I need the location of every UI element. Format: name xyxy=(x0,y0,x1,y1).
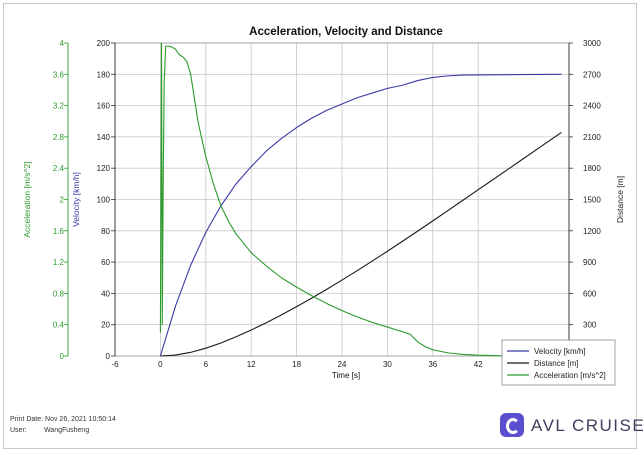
legend-entry: Acceleration [m/s^2] xyxy=(534,371,606,380)
print-info: Print Date: Nov 26, 2021 10:50:14 User: … xyxy=(10,414,116,436)
dist-tick-label: 1800 xyxy=(583,164,601,173)
dist-tick-label: 3000 xyxy=(583,39,601,48)
legend-entry: Distance [m] xyxy=(534,359,578,368)
dist-tick-label: 2700 xyxy=(583,70,601,79)
x-tick-label: 30 xyxy=(383,360,392,369)
chart-title: Acceleration, Velocity and Distance xyxy=(249,26,443,38)
vel-tick-label: 40 xyxy=(101,289,110,298)
print-date-label: Print Date: xyxy=(10,416,44,423)
x-tick-label: 42 xyxy=(474,360,483,369)
acc-tick-label: 0 xyxy=(60,352,65,361)
dist-tick-label: 1500 xyxy=(583,196,601,205)
acc-tick-label: 1.2 xyxy=(53,258,65,267)
user-label: User: xyxy=(10,427,27,434)
acc-tick-label: 2 xyxy=(60,196,65,205)
acc-tick-label: 3.6 xyxy=(53,70,65,79)
brand-name: AVL CRUISE xyxy=(531,416,644,435)
acc-tick-label: 2.8 xyxy=(53,133,65,142)
x-tick-label: -6 xyxy=(111,360,119,369)
chart: Acceleration, Velocity and Distance -6 0 6… xyxy=(22,26,625,386)
acc-series-line xyxy=(159,42,509,357)
legend-entry: Velocity [km/h] xyxy=(534,347,586,356)
x-tick-label: 0 xyxy=(158,360,163,369)
series-lines xyxy=(159,42,562,357)
vel-tick-label: 160 xyxy=(97,102,111,111)
vel-tick-label: 20 xyxy=(101,321,110,330)
x-tick-label: 18 xyxy=(292,360,301,369)
acc-tick-label: 3.2 xyxy=(53,102,65,111)
dist-tick-label: 2100 xyxy=(583,133,601,142)
vel-axis-title: Velocity [km/h] xyxy=(71,172,81,227)
acc-tick-label: 0.8 xyxy=(53,289,65,298)
dist-tick-label: 1200 xyxy=(583,227,601,236)
vel-tick-label: 180 xyxy=(97,70,111,79)
vel-tick-label: 80 xyxy=(101,227,110,236)
vel-tick-label: 140 xyxy=(97,133,111,142)
x-tick-label: 36 xyxy=(428,360,437,369)
acc-tick-label: 2.4 xyxy=(53,164,65,173)
grid xyxy=(114,43,569,356)
acc-tick-label: 1.6 xyxy=(53,227,65,236)
acc-tick-label: 0.4 xyxy=(53,321,65,330)
dist-tick-label: 300 xyxy=(583,321,597,330)
dist-tick-label: 900 xyxy=(583,258,597,267)
vel-tick-label: 100 xyxy=(97,196,111,205)
dist-series-line xyxy=(160,131,562,357)
x-tick-label: 12 xyxy=(247,360,256,369)
dist-tick-label: 600 xyxy=(583,289,597,298)
report-frame xyxy=(3,3,637,449)
vel-tick-label: 0 xyxy=(106,352,111,361)
avl-cruise-logo: AVL CRUISE xyxy=(500,411,644,441)
legend: Velocity [km/h] Distance [m] Acceleration … xyxy=(501,339,616,386)
vel-tick-label: 200 xyxy=(97,39,111,48)
user-value: WangFusheng xyxy=(43,427,90,434)
dist-axis-title: Distance [m] xyxy=(615,176,625,223)
vel-tick-label: 60 xyxy=(101,258,110,267)
cruise-logo-icon xyxy=(500,413,524,437)
acc-tick-label: 4 xyxy=(60,39,65,48)
axes: -6 0 6 12 18 24 30 36 4200.40.81.21.622.42.83.23… xyxy=(22,39,625,369)
x-axis-label: Time [s] xyxy=(332,371,360,380)
print-date-value: Nov 26, 2021 10:50:14 xyxy=(45,416,116,423)
x-tick-label: 6 xyxy=(204,360,209,369)
x-tick-label: 24 xyxy=(338,360,347,369)
vel-tick-label: 120 xyxy=(97,164,111,173)
vel-series-line xyxy=(159,73,562,357)
dist-tick-label: 2400 xyxy=(583,102,601,111)
acc-axis-title: Acceleration [m/s^2] xyxy=(22,161,32,237)
